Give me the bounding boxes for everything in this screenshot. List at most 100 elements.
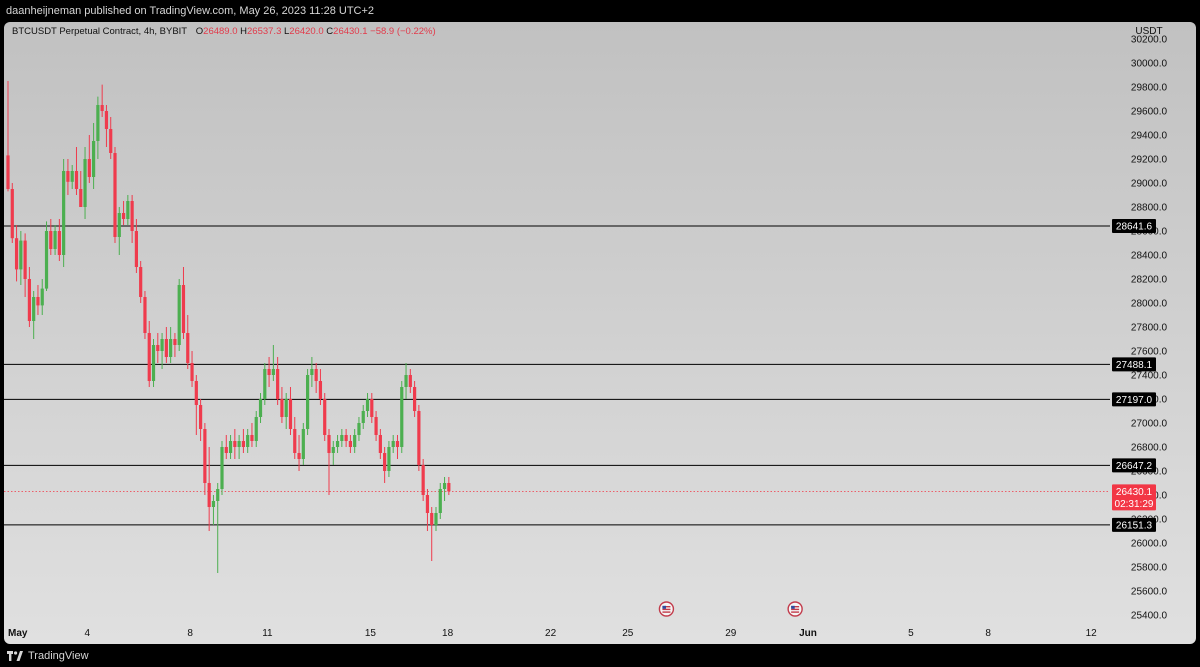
candle-up[interactable] — [434, 513, 438, 525]
candle-up[interactable] — [32, 297, 36, 321]
candlestick-chart[interactable]: 25400.025600.025800.026000.026200.026400… — [4, 22, 1196, 644]
candle-down[interactable] — [49, 231, 53, 249]
candle-down[interactable] — [121, 213, 126, 219]
candle-down[interactable] — [370, 399, 374, 417]
candle-down[interactable] — [280, 399, 284, 417]
candle-down[interactable] — [190, 363, 194, 381]
candle-down[interactable] — [288, 399, 293, 429]
candle-up[interactable] — [19, 240, 23, 270]
candle-down[interactable] — [10, 189, 14, 239]
candle-up[interactable] — [258, 399, 263, 417]
candle-down[interactable] — [293, 429, 297, 453]
candle-down[interactable] — [318, 381, 323, 399]
candle-down[interactable] — [23, 240, 27, 279]
candle-up[interactable] — [220, 447, 224, 489]
candle-down[interactable] — [74, 171, 79, 189]
candle-down[interactable] — [224, 447, 228, 453]
candle-down[interactable] — [199, 405, 203, 429]
candle-down[interactable] — [66, 171, 70, 182]
candle-down[interactable] — [164, 339, 168, 357]
candle-down[interactable] — [173, 339, 177, 345]
candle-down[interactable] — [374, 417, 378, 435]
candle-down[interactable] — [267, 369, 271, 375]
candle-down[interactable] — [417, 411, 421, 465]
candle-down[interactable] — [425, 495, 430, 513]
candle-down[interactable] — [233, 441, 237, 447]
candle-down[interactable] — [203, 429, 207, 483]
candle-down[interactable] — [147, 333, 151, 381]
candle-down[interactable] — [139, 267, 143, 297]
candle-down[interactable] — [430, 513, 434, 525]
candle-up[interactable] — [271, 369, 275, 375]
candle-down[interactable] — [87, 159, 91, 177]
candle-down[interactable] — [79, 189, 83, 207]
candle-down[interactable] — [156, 345, 160, 351]
candle-down[interactable] — [447, 483, 451, 492]
candle-down[interactable] — [348, 441, 352, 447]
candle-up[interactable] — [404, 375, 408, 387]
candle-down[interactable] — [27, 279, 31, 321]
candle-up[interactable] — [263, 369, 267, 399]
candle-up[interactable] — [365, 399, 370, 411]
candle-up[interactable] — [151, 345, 156, 381]
candle-up[interactable] — [306, 375, 310, 429]
candle-up[interactable] — [92, 141, 96, 177]
candle-up[interactable] — [361, 411, 365, 423]
candle-down[interactable] — [113, 153, 117, 237]
candle-down[interactable] — [250, 435, 254, 441]
candle-down[interactable] — [413, 387, 417, 411]
candle-up[interactable] — [331, 447, 335, 453]
candle-up[interactable] — [284, 399, 288, 417]
candle-down[interactable] — [14, 238, 19, 270]
candle-up[interactable] — [126, 201, 130, 219]
candle-up[interactable] — [357, 423, 361, 435]
candle-up[interactable] — [177, 285, 181, 345]
candle-up[interactable] — [387, 447, 391, 471]
candle-down[interactable] — [344, 435, 348, 441]
candle-up[interactable] — [335, 441, 340, 447]
candle-up[interactable] — [160, 339, 164, 351]
candle-up[interactable] — [228, 441, 233, 453]
candle-down[interactable] — [241, 441, 245, 447]
candle-down[interactable] — [109, 129, 113, 153]
candle-up[interactable] — [340, 435, 344, 441]
candle-up[interactable] — [44, 231, 49, 289]
candle-up[interactable] — [438, 489, 442, 513]
candle-up[interactable] — [310, 369, 314, 375]
candle-up[interactable] — [353, 435, 357, 447]
chart-frame[interactable]: 25400.025600.025800.026000.026200.026400… — [4, 22, 1196, 644]
candle-up[interactable] — [442, 483, 447, 489]
candle-down[interactable] — [327, 435, 331, 453]
candle-up[interactable] — [62, 171, 66, 255]
candle-down[interactable] — [383, 453, 387, 471]
candle-down[interactable] — [130, 201, 134, 231]
candle-down[interactable] — [421, 465, 425, 495]
candle-down[interactable] — [408, 375, 412, 387]
candle-down[interactable] — [323, 399, 327, 435]
candle-down[interactable] — [134, 231, 138, 267]
candle-up[interactable] — [83, 159, 87, 207]
candle-up[interactable] — [211, 501, 216, 507]
candle-down[interactable] — [181, 285, 186, 333]
candle-up[interactable] — [301, 429, 305, 459]
candle-down[interactable] — [207, 483, 211, 507]
candle-down[interactable] — [378, 435, 382, 453]
candle-up[interactable] — [237, 441, 241, 447]
candle-down[interactable] — [395, 441, 400, 447]
candle-up[interactable] — [53, 231, 57, 249]
candle-down[interactable] — [276, 369, 280, 399]
candle-down[interactable] — [6, 155, 10, 189]
candle-down[interactable] — [57, 231, 61, 255]
candle-down[interactable] — [314, 369, 318, 381]
candle-up[interactable] — [391, 441, 395, 447]
candle-up[interactable] — [246, 435, 250, 447]
candle-up[interactable] — [117, 213, 121, 237]
candle-down[interactable] — [297, 453, 301, 459]
candle-down[interactable] — [104, 111, 109, 129]
candle-up[interactable] — [254, 417, 258, 441]
candle-up[interactable] — [96, 105, 100, 141]
candle-down[interactable] — [186, 333, 190, 363]
candle-down[interactable] — [100, 105, 104, 111]
candle-down[interactable] — [194, 381, 198, 405]
candle-up[interactable] — [216, 489, 220, 501]
